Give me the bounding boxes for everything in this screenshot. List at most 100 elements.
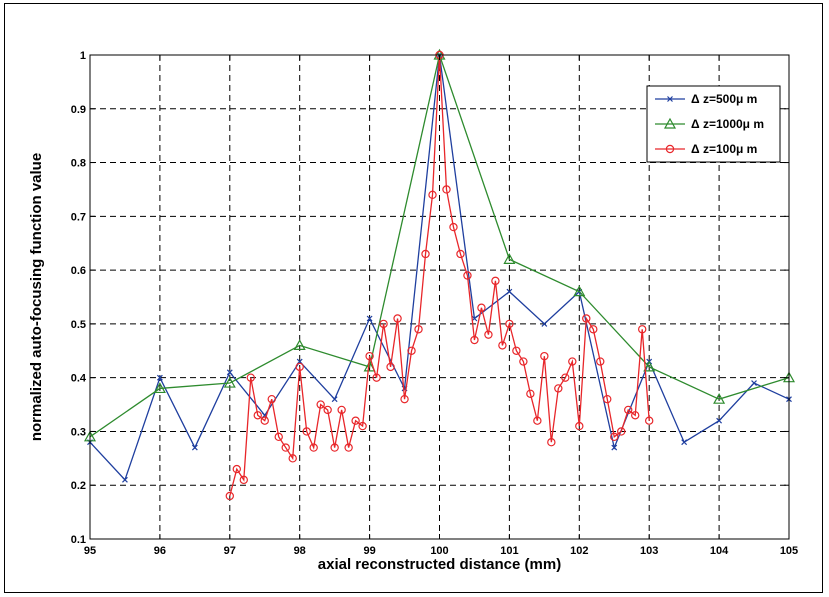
series-dz500-point: [331, 396, 338, 403]
y-tick-label: 1: [80, 50, 86, 62]
y-tick-label: 0.8: [71, 158, 86, 170]
series-dz100-point: [610, 432, 619, 442]
series-dz1000-point: [503, 253, 516, 264]
series-dz100-point: [561, 373, 570, 382]
tick-layer: 95 96 97 98 99 100 101 102 103 104 105 0.1 0.2 0.3 0.4…: [71, 50, 798, 557]
series-dz100-point: [498, 341, 507, 350]
series-dz100-point: [351, 416, 360, 425]
y-tick-label: 0.9: [71, 104, 86, 116]
series-dz1000-point: [713, 392, 726, 404]
legend-item: Δ z=1000μ m: [655, 117, 764, 131]
series-dz500-point: [122, 476, 128, 483]
series-dz100-point: [295, 362, 304, 372]
x-tick-label: 95: [84, 545, 96, 557]
x-tick-label: 103: [640, 545, 658, 557]
series-dz100-point: [519, 357, 528, 366]
series-dz1000-point: [643, 360, 656, 372]
x-tick-label: 99: [363, 545, 375, 557]
series-dz100-point: [533, 416, 542, 425]
x-tick-label: 100: [430, 545, 448, 557]
series-dz100-point: [393, 314, 402, 323]
series-dz100-point: [428, 190, 437, 200]
series-dz500-point: [716, 417, 723, 424]
series-dz100-point: [624, 405, 633, 415]
legend-swatch-marker: [663, 117, 677, 129]
series-dz500-point: [541, 320, 548, 327]
series-dz100-point: [540, 351, 549, 361]
series-dz100-point: [638, 325, 647, 334]
series-dz100-point: [645, 416, 654, 425]
x-tick-label: 98: [294, 545, 306, 557]
grid-lines: [90, 55, 789, 539]
series-dz100-point: [372, 373, 381, 382]
y-tick-label: 0.7: [71, 211, 86, 223]
x-tick-label: 104: [710, 545, 729, 557]
series-dz500-point: [506, 288, 513, 295]
x-tick-label: 101: [500, 545, 518, 557]
y-tick-label: 0.3: [71, 426, 86, 438]
series-dz100-point: [253, 411, 262, 420]
legend-item: Δ z=500μ m: [655, 92, 757, 106]
series-dz100-point: [414, 325, 423, 334]
series-dz100-point: [260, 416, 269, 425]
series-dz100-point: [288, 454, 297, 463]
x-tick-label: 97: [224, 545, 236, 557]
series-dz100-point: [232, 464, 241, 474]
series-dz500-point: [751, 380, 757, 386]
series-dz1000-point: [363, 360, 376, 372]
legend-label: Δ z=100μ m: [691, 142, 757, 156]
series-dz1000-point: [573, 285, 586, 297]
series-dz1000-point: [153, 382, 166, 394]
legend-swatch-marker: [667, 96, 673, 102]
series-dz500-point: [226, 369, 233, 376]
y-tick-label: 0.5: [71, 319, 86, 331]
series-dz100-point: [358, 421, 367, 431]
series-dz100-point: [386, 362, 395, 372]
series-dz100-point: [330, 443, 339, 452]
series-dz100-point: [421, 249, 430, 259]
series-dz100-point: [491, 276, 500, 286]
series-dz100-point: [617, 427, 626, 436]
series-dz100-point: [274, 432, 283, 442]
series-dz100-point: [463, 271, 472, 280]
series-dz500-point: [366, 315, 373, 322]
series-dz100-point: [400, 394, 409, 404]
series-dz1000-point: [293, 339, 306, 350]
series-dz100-point: [477, 303, 486, 312]
series-dz100-point: [344, 443, 353, 452]
series-dz100-point: [302, 427, 311, 436]
series-dz100-point: [379, 319, 388, 329]
series-dz100-point: [407, 346, 416, 355]
series-dz100-point: [568, 357, 577, 366]
series-dz100-point: [631, 411, 640, 420]
series-dz100-point: [337, 405, 346, 415]
series-dz500-point: [191, 444, 198, 451]
series-dz100-point: [589, 325, 598, 334]
series-dz100-point: [267, 394, 276, 404]
series-dz500-point: [611, 444, 618, 451]
series-dz100-point: [442, 185, 451, 194]
series-dz100-point: [239, 475, 248, 485]
x-tick-label: 105: [780, 545, 798, 557]
y-tick-label: 0.4: [71, 373, 87, 385]
series-dz100-point: [309, 443, 318, 452]
series-dz100-point: [246, 373, 255, 382]
series-dz100-point: [596, 357, 605, 366]
legend-swatch-marker: [665, 144, 675, 154]
y-tick-label: 0.6: [71, 265, 86, 277]
series-dz1000-point: [223, 376, 236, 388]
series-dz100-point: [575, 421, 584, 431]
series-dz100-point: [365, 351, 374, 361]
legend-label: Δ z=500μ m: [691, 92, 757, 106]
series-dz100-point: [316, 400, 325, 409]
series-dz100-point: [456, 249, 465, 259]
series-dz100-point: [554, 384, 563, 393]
x-axis-title: axial reconstructed distance (mm): [318, 556, 561, 573]
x-tick-label: 102: [570, 545, 588, 557]
series-dz500-point: [156, 374, 163, 381]
series-dz100-point: [505, 319, 514, 329]
y-tick-label: 0.1: [71, 534, 86, 546]
series-dz100-point: [281, 443, 290, 452]
series-dz100-point: [547, 438, 556, 447]
series-dz100-point: [225, 491, 234, 501]
